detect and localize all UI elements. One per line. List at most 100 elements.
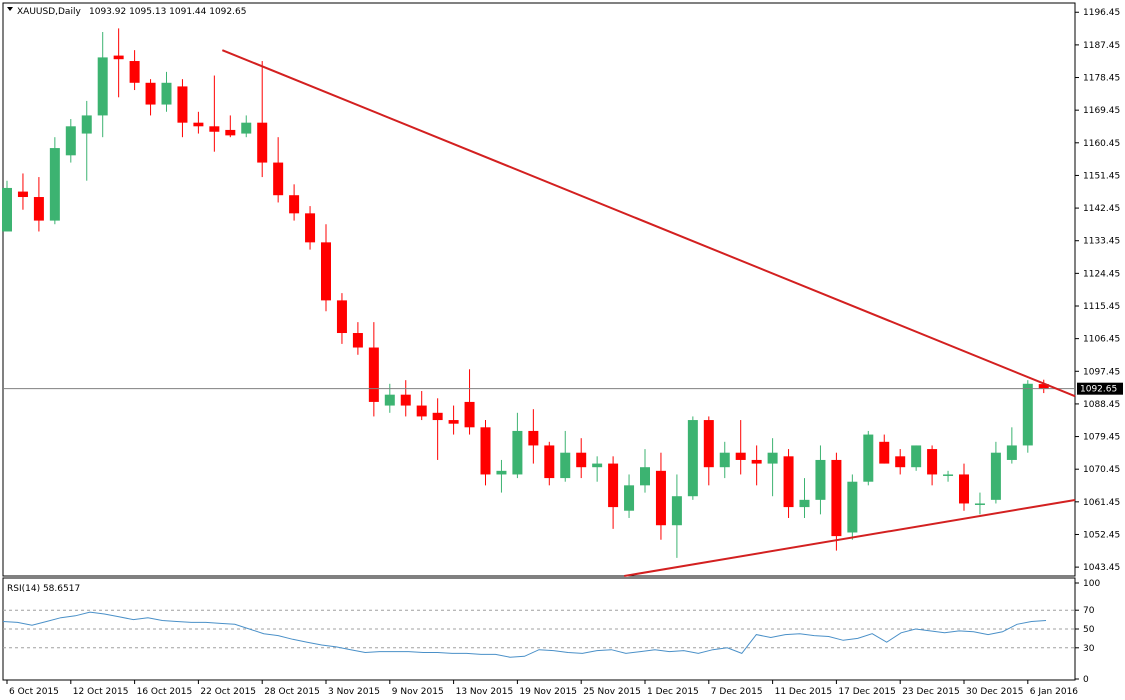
candle-body [161,82,172,105]
candle-body [97,57,108,116]
candle-body [352,333,363,348]
candle [799,478,810,518]
candle [225,115,236,138]
candle-body [1038,384,1049,389]
candle [751,445,762,486]
price-tick-label: 1124.45 [1083,269,1120,279]
candle-body [177,86,188,123]
candle [129,50,140,91]
candle [671,474,682,558]
candle-body [1006,445,1017,460]
candle-body [33,197,44,221]
candle-body [751,459,762,464]
candle [719,441,730,479]
price-tick-label: 1187.45 [1083,41,1120,51]
candle [209,75,220,152]
rsi-label: RSI(14) 58.6517 [7,584,80,594]
price-tick-label: 1079.45 [1083,433,1120,443]
candle-body [209,126,220,132]
candle [592,456,603,482]
candle-body [480,427,491,475]
time-tick-label: 11 Dec 2015 [775,687,833,697]
candle [17,173,28,210]
time-tick-label: 12 Oct 2015 [73,687,129,697]
time-tick-label: 6 Oct 2015 [9,687,59,697]
candle [911,445,922,471]
candle [81,100,92,181]
candle [624,474,635,518]
candle-body [273,162,284,196]
candle-body [400,394,411,406]
candle [943,470,954,482]
candle [528,409,539,464]
candle [177,79,188,138]
candle-body [448,420,459,424]
candle [560,430,571,482]
candle-body [863,434,874,482]
chart-menu-triangle-icon[interactable] [7,7,13,11]
symbol-label: XAUUSD,Daily [17,7,81,17]
candle [273,137,284,203]
candle [879,434,890,464]
candle [257,61,268,178]
rsi-tick-label: 70 [1083,606,1095,616]
candle-body [225,129,236,136]
candle-body [1022,383,1033,446]
candle-body [2,187,12,232]
candle-body [974,503,985,505]
candle [368,322,379,417]
candle [783,449,794,518]
time-tick-label: 7 Dec 2015 [711,687,763,697]
candle [544,441,555,486]
candle [336,293,347,344]
candle-body [193,122,204,127]
candle-body [257,122,268,163]
candle [990,441,1001,504]
price-tick-label: 1196.45 [1083,8,1120,18]
candle-body [241,122,252,134]
candle-body [847,481,858,533]
candle-body [767,452,778,464]
candle [847,474,858,540]
candle [241,115,252,138]
candle-body [384,394,395,406]
candle-body [528,430,539,446]
time-axis: 6 Oct 2015 12 Oct 2015 16 Oct 2015 22 Oct 2… [6,680,1078,697]
price-panel-frame [2,2,1076,577]
candle [161,71,172,112]
candle [1006,427,1017,464]
candle [432,398,443,460]
candle-body [129,61,140,83]
candles [2,28,1049,558]
time-tick-label: 17 Dec 2015 [838,687,896,697]
price-axis: 1196.45 1187.45 1178.45 1169.45 1160.45 1151.… [1075,8,1120,573]
rsi-line [2,611,1047,658]
candle [640,449,650,493]
candle [400,380,411,417]
candle-body [911,445,922,468]
price-tick-label: 1133.45 [1083,237,1120,247]
candle-body [17,191,28,198]
candle [687,416,698,500]
current-price-tag [1077,382,1123,395]
candle-body [336,300,347,334]
time-tick-label: 3 Nov 2015 [328,687,380,697]
candle-body [305,213,316,243]
price-tick-label: 1097.45 [1083,367,1120,377]
rsi-tick-label: 50 [1083,625,1095,635]
candle [927,445,938,486]
candle-body [576,452,587,468]
price-tick-label: 1061.45 [1083,498,1120,508]
candle [496,459,507,493]
candle-body [943,474,954,476]
candle-body [895,456,906,468]
candle-body [113,55,124,60]
candle [576,438,587,479]
candle [959,463,969,511]
current-price-tag-label: 1092.65 [1080,385,1117,395]
candle [2,180,12,232]
candle [655,452,666,540]
rsi-tick-label: 30 [1083,644,1095,654]
time-tick-label: 22 Oct 2015 [200,687,256,697]
